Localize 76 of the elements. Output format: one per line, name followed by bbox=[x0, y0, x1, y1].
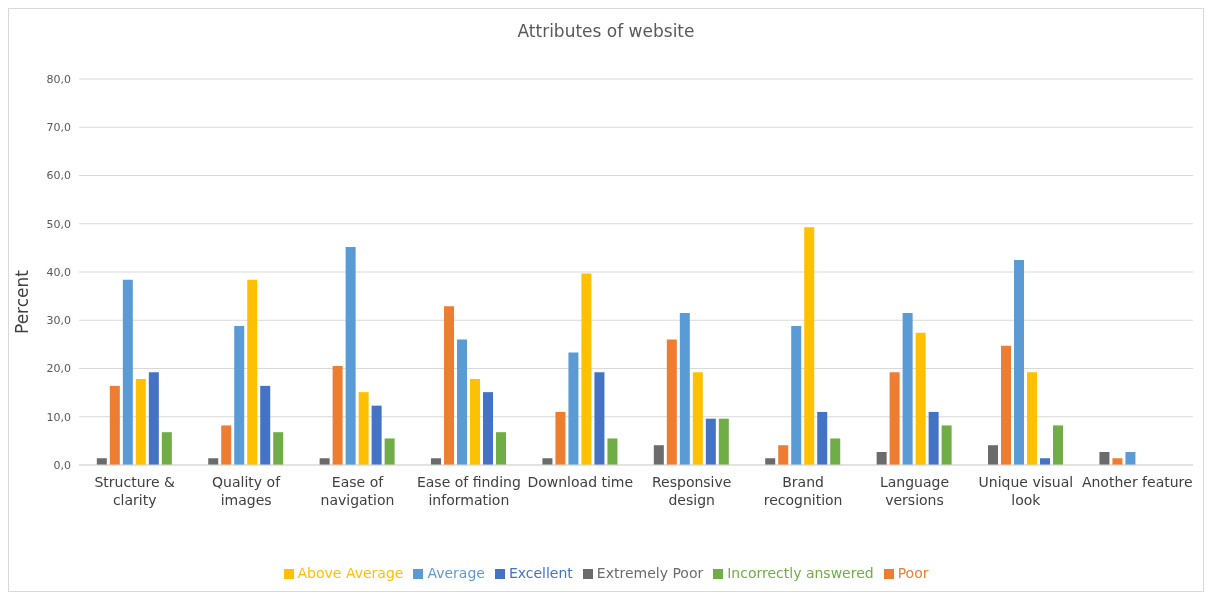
bar bbox=[332, 366, 343, 465]
bar bbox=[1001, 345, 1012, 465]
bar bbox=[247, 279, 258, 465]
x-tick-label: Brand recognition bbox=[763, 474, 843, 508]
bar bbox=[889, 372, 900, 465]
bar bbox=[915, 332, 926, 465]
bar bbox=[555, 411, 566, 465]
bar bbox=[1099, 451, 1110, 465]
legend-label: Poor bbox=[897, 565, 929, 581]
bar bbox=[221, 425, 232, 465]
bar bbox=[483, 392, 494, 465]
bar bbox=[876, 451, 887, 465]
y-tick-label: 50,0 bbox=[46, 217, 71, 231]
legend-label: Incorrectly answered bbox=[727, 565, 874, 581]
bar bbox=[234, 326, 245, 465]
y-tick-label: 60,0 bbox=[46, 169, 71, 183]
bar bbox=[260, 385, 271, 465]
bar bbox=[705, 418, 716, 465]
x-tick-label: Another feature bbox=[1081, 474, 1193, 490]
bar bbox=[1014, 259, 1025, 465]
bar bbox=[607, 438, 618, 465]
legend-label: Excellent bbox=[508, 565, 573, 581]
bar bbox=[568, 352, 579, 465]
bar bbox=[778, 445, 789, 465]
bar bbox=[273, 432, 284, 465]
bar bbox=[679, 313, 690, 465]
bar bbox=[384, 438, 395, 465]
y-tick-label: 40,0 bbox=[46, 265, 71, 279]
x-tick-label: Unique visual look bbox=[978, 474, 1074, 508]
bar bbox=[444, 306, 455, 465]
x-tick-label: Download time bbox=[527, 474, 634, 490]
bar bbox=[902, 313, 913, 465]
bar bbox=[122, 279, 133, 465]
bar bbox=[666, 339, 677, 465]
bar bbox=[470, 379, 481, 465]
bar bbox=[135, 379, 146, 465]
bar bbox=[718, 418, 729, 465]
x-tick-label: Language versions bbox=[879, 474, 950, 508]
y-tick-label: 0,0 bbox=[53, 458, 71, 472]
y-tick-label: 80,0 bbox=[46, 72, 71, 86]
y-tick-label: 70,0 bbox=[46, 121, 71, 135]
legend-label: Average bbox=[427, 565, 485, 581]
y-tick-label: 20,0 bbox=[46, 362, 71, 376]
bar bbox=[148, 372, 159, 465]
y-tick-label: 10,0 bbox=[46, 410, 71, 424]
bar bbox=[371, 405, 382, 465]
bar bbox=[1125, 451, 1136, 465]
x-tick-label: Ease of navigation bbox=[320, 474, 395, 508]
bar bbox=[941, 425, 952, 465]
legend-label: Above Average bbox=[297, 565, 404, 581]
legend-label: Extremely Poor bbox=[596, 565, 704, 581]
x-tick-label: Structure & clarity bbox=[94, 474, 176, 508]
x-tick-label: Responsive design bbox=[651, 474, 732, 508]
y-tick-label: 30,0 bbox=[46, 314, 71, 328]
bar bbox=[496, 432, 507, 465]
bar bbox=[358, 392, 369, 465]
bar bbox=[345, 246, 356, 465]
bar bbox=[928, 411, 939, 465]
bar bbox=[692, 372, 703, 465]
bar bbox=[594, 372, 605, 465]
bar bbox=[161, 432, 172, 465]
bar bbox=[830, 438, 841, 465]
bar bbox=[109, 385, 120, 465]
bar bbox=[457, 339, 468, 465]
x-tick-label: Quality of images bbox=[212, 474, 282, 508]
bar bbox=[653, 445, 664, 465]
bar bbox=[1027, 372, 1038, 465]
chart-title: Attributes of website bbox=[516, 20, 696, 43]
bar bbox=[581, 273, 592, 465]
bar bbox=[988, 445, 999, 465]
y-axis-title: Percent bbox=[12, 269, 33, 334]
bar bbox=[804, 227, 815, 465]
bar bbox=[817, 411, 828, 465]
bar bbox=[791, 326, 802, 465]
x-tick-label: Ease of finding information bbox=[416, 474, 521, 508]
bar bbox=[1053, 425, 1064, 465]
